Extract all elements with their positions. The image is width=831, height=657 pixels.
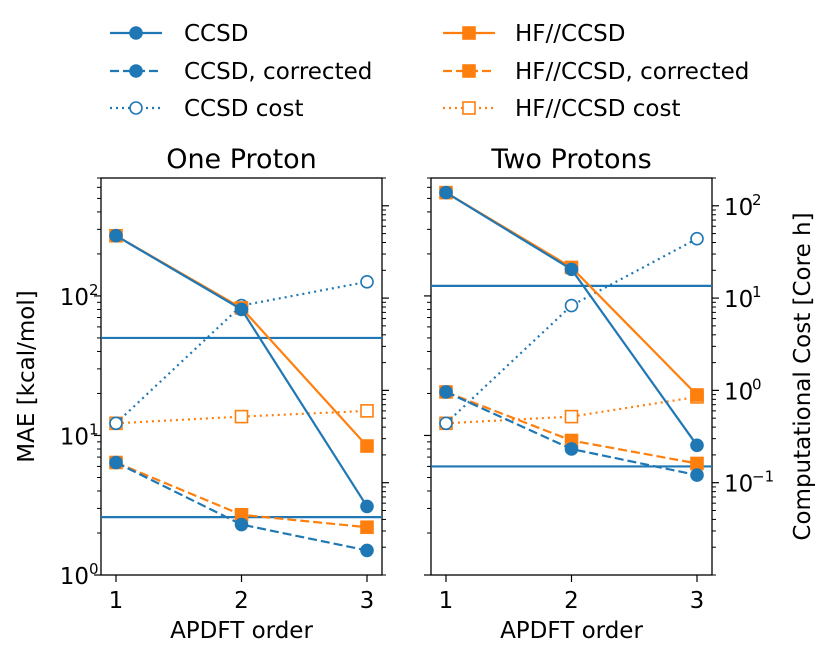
series-ccsd [109,228,374,514]
x-tick-label: 2 [564,588,579,614]
legend-entry-ccsd: CCSD [110,21,248,47]
data-point [360,543,374,558]
legend-marker [462,26,476,40]
panel-title: One Proton [166,144,317,175]
legend-marker [129,101,143,115]
axes-frame [430,177,713,576]
y-tick-exponent: 1 [89,420,99,438]
x-tick-label: 2 [234,588,249,614]
legend-label: HF//CCSD [515,21,625,47]
right-tick-label: 10 [724,379,753,405]
data-point [360,520,374,535]
y-tick-exponent: 2 [89,281,99,299]
data-point [234,409,249,424]
series-ccsd [439,185,704,453]
legend-marker [462,101,476,115]
y-tick-label: 10 [60,424,89,450]
series-line [115,234,368,508]
data-point [109,228,123,243]
data-point [360,275,374,289]
series-ccsd-cost [439,231,704,431]
x-tick-label: 1 [109,588,124,614]
legend-marker [129,64,143,78]
legend-entry-hf-ccsd-cost: HF//CCSD cost [443,96,680,122]
legend-marker [462,64,476,78]
legend-entry-ccsd-cost: CCSD cost [110,96,303,122]
series-ccsd-corrected [109,455,374,558]
data-point [690,388,704,402]
right-tick-exponent: −1 [752,468,774,486]
right-tick-exponent: 2 [752,191,762,209]
series-hf-ccsd [439,185,704,402]
legend-entry-ccsd-corrected: CCSD, corrected [110,59,372,85]
legend-label: CCSD [184,21,248,47]
y-axis-label-right: Computational Cost [Core h] [790,212,816,540]
y-tick-exponent: 0 [89,560,99,578]
data-point [109,416,123,431]
series-line [445,395,698,425]
data-point [690,456,704,471]
legend-entry-hf-ccsd-corrected: HF//CCSD, corrected [443,59,749,85]
data-point [690,438,704,453]
data-point [564,409,579,424]
legend-entry-hf-ccsd: HF//CCSD [443,21,625,47]
data-point [564,442,579,456]
right-tick-label: 10 [724,472,753,498]
legend: CCSD CCSD, corrected CCSD cost HF//CCSD HF//… [110,21,749,122]
y-axis-label: MAE [kcal/mol] [14,290,40,462]
series-ccsd-corrected [439,385,704,482]
data-point [109,455,123,470]
x-tick-label: 3 [360,588,375,614]
series-line [445,390,698,477]
right-tick-exponent: 1 [752,283,762,301]
data-point [360,439,374,453]
data-point [234,517,249,532]
data-point [439,185,453,200]
y-tick-label: 10 [60,285,89,311]
legend-label: HF//CCSD cost [515,96,680,122]
right-tick-label: 10 [724,287,753,313]
data-point [234,302,249,317]
legend-label: CCSD cost [184,96,303,122]
legend-marker [129,26,143,40]
data-point [439,416,453,431]
x-tick-label: 3 [690,588,705,614]
right-tick-exponent: 0 [752,375,762,393]
data-point [360,499,374,514]
series-ccsd-cost [109,275,374,431]
data-point [439,385,453,399]
legend-label: HF//CCSD, corrected [515,59,749,85]
right-tick-label: 10 [724,195,753,221]
data-point [690,231,704,246]
series-line [115,461,368,552]
y-tick-label: 10 [60,564,89,590]
data-point [360,404,374,418]
panel-title: Two Protons [490,144,651,175]
data-point [564,298,579,313]
series-line [445,191,698,396]
data-point [690,468,704,482]
legend-label: CCSD, corrected [184,59,372,85]
data-point [564,262,579,277]
x-tick-label: 1 [439,588,454,614]
x-axis-label: APDFT order [170,618,313,644]
x-axis-label: APDFT order [500,618,643,644]
